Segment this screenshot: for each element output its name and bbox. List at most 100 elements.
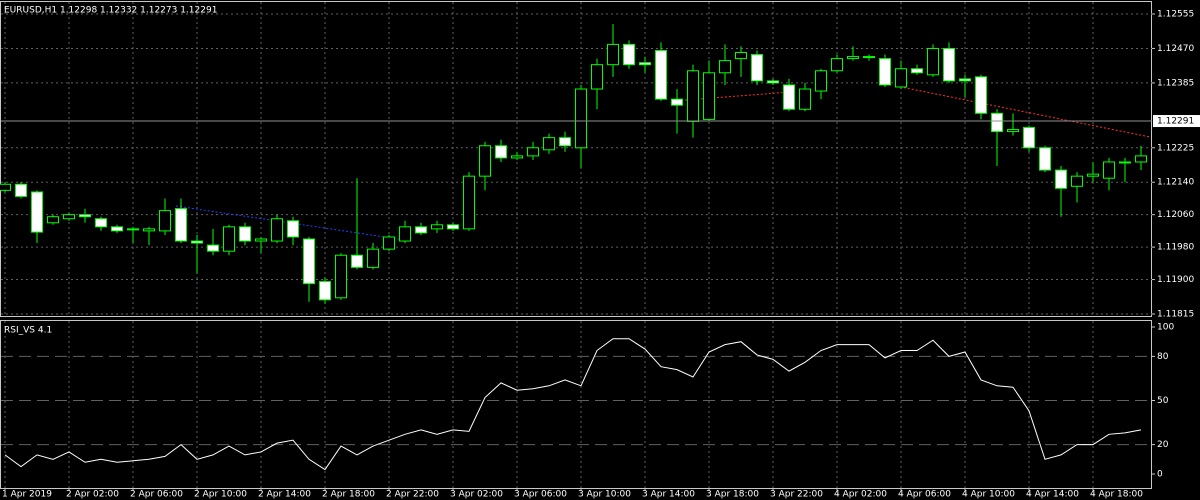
candle-body xyxy=(239,226,251,242)
x-tick-label: 4 Apr 02:00 xyxy=(834,490,887,500)
candle-body xyxy=(175,208,187,242)
candle-body xyxy=(1103,161,1115,179)
candle-body xyxy=(511,155,523,159)
x-tick-label: 4 Apr 06:00 xyxy=(898,490,951,500)
x-tick-label: 2 Apr 10:00 xyxy=(194,490,247,500)
candle-body xyxy=(383,236,395,250)
x-tick-label: 3 Apr 18:00 xyxy=(706,490,759,500)
candle-body xyxy=(943,47,955,82)
x-tick-label: 4 Apr 18:00 xyxy=(1090,490,1143,500)
grid-layer xyxy=(1,2,1152,488)
candle-body xyxy=(0,183,11,191)
candle-body xyxy=(463,175,475,230)
candle-body xyxy=(191,240,203,244)
candle-body xyxy=(351,254,363,268)
candle-body xyxy=(143,228,155,232)
candle-body xyxy=(319,281,331,301)
candle-body xyxy=(863,56,875,59)
rsi-panel-frame xyxy=(0,320,1152,489)
candle-body xyxy=(1071,175,1083,187)
candle-body xyxy=(287,220,299,238)
candle-body xyxy=(687,70,699,122)
trade-line xyxy=(672,91,791,102)
candle-body xyxy=(895,68,907,88)
candle-body xyxy=(1055,169,1067,189)
y-tick-label: 1.12470 xyxy=(1157,44,1194,54)
candle-body xyxy=(799,88,811,110)
y-tick-label: 1.12385 xyxy=(1157,78,1194,88)
candle-body xyxy=(1007,129,1019,133)
candle-body xyxy=(623,43,635,66)
candle-body xyxy=(1023,127,1035,149)
candle-body xyxy=(111,226,123,232)
rsi-line xyxy=(4,338,1142,471)
x-tick-label: 2 Apr 02:00 xyxy=(66,490,119,500)
candle-body xyxy=(63,214,75,220)
candle-body xyxy=(559,137,571,147)
candle-body xyxy=(399,226,411,242)
y-tick-label: 1.12140 xyxy=(1157,178,1194,188)
candle-body xyxy=(543,137,555,151)
candle-body xyxy=(719,60,731,74)
x-tick-label: 4 Apr 14:00 xyxy=(1026,490,1079,500)
candle-body xyxy=(703,72,715,120)
y-tick-label: 0 xyxy=(1157,470,1163,480)
y-tick-label: 1.11815 xyxy=(1157,310,1194,320)
candle-body xyxy=(159,210,171,232)
candle-body xyxy=(255,238,267,242)
candle-body xyxy=(431,224,443,230)
candle-body xyxy=(927,47,939,76)
candle-body xyxy=(1119,161,1131,164)
candle-body xyxy=(47,216,59,224)
candle-body xyxy=(607,43,619,66)
price-panel-frame xyxy=(0,1,1152,317)
trade-line xyxy=(175,205,406,241)
y-tick-label: 1.12225 xyxy=(1157,143,1194,153)
candle-body xyxy=(975,76,987,114)
last-price-tag xyxy=(1153,115,1200,128)
candle-body xyxy=(815,70,827,92)
y-tick-label: 80 xyxy=(1157,352,1169,362)
x-tick-label: 1 Apr 2019 xyxy=(2,490,52,500)
y-tick-label: 20 xyxy=(1157,440,1169,450)
candle-body xyxy=(223,226,235,252)
x-tick-label: 4 Apr 10:00 xyxy=(962,490,1015,500)
y-tick-label: 1.12060 xyxy=(1157,210,1194,220)
x-tick-label: 3 Apr 06:00 xyxy=(514,490,567,500)
x-tick-label: 2 Apr 18:00 xyxy=(322,490,375,500)
y-tick-label: 100 xyxy=(1157,323,1174,333)
candle-body xyxy=(991,112,1003,133)
y-tick-label: 1.11980 xyxy=(1157,243,1194,253)
trade-line xyxy=(895,85,1151,138)
candle-body xyxy=(671,98,683,106)
candle-body xyxy=(95,218,107,228)
x-tick-label: 3 Apr 22:00 xyxy=(770,490,823,500)
last-price-label: 1.12291 xyxy=(1157,117,1194,127)
candle-body xyxy=(127,228,139,231)
candle-body xyxy=(527,147,539,157)
candle-body xyxy=(495,145,507,159)
candle-body xyxy=(15,183,27,197)
candle-body xyxy=(767,80,779,84)
x-tick-label: 2 Apr 22:00 xyxy=(386,490,439,500)
candle-body xyxy=(367,248,379,268)
candle-body xyxy=(575,88,587,149)
candle-body xyxy=(831,58,843,72)
candle-body xyxy=(911,68,923,74)
candle-body xyxy=(735,52,747,60)
x-tick-label: 2 Apr 06:00 xyxy=(130,490,183,500)
candle-body xyxy=(1039,147,1051,171)
x-tick-label: 3 Apr 02:00 xyxy=(450,490,503,500)
candle-body xyxy=(207,244,219,252)
candle-body xyxy=(479,145,491,177)
chart-title: EURUSD,H1 1.12298 1.12332 1.12273 1.1229… xyxy=(4,6,217,16)
candle-body xyxy=(79,214,91,218)
candle-body xyxy=(879,58,891,86)
candle-body xyxy=(847,56,859,60)
y-tick-label: 1.11900 xyxy=(1157,275,1194,285)
candle-body xyxy=(751,54,763,82)
candle-body xyxy=(783,84,795,110)
candle-body xyxy=(447,224,459,230)
marks-layer xyxy=(0,24,1152,471)
